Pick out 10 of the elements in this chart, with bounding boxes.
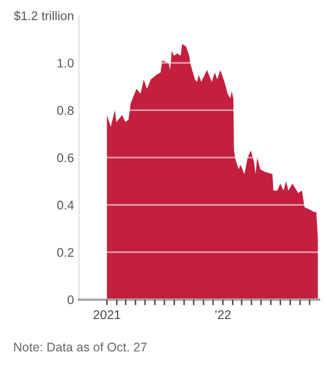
y-tick-label: 0.8: [57, 106, 74, 115]
y-tick-label: 0.4: [57, 200, 74, 210]
y-tick-label: 0.6: [57, 153, 74, 162]
x-tick-label: 2021: [94, 310, 120, 320]
text: Note: Data as of Oct. 27: [14, 342, 147, 352]
x-tick-label: ’22: [215, 310, 231, 320]
y-tick-label: 0: [68, 295, 74, 304]
y-tick-label: 1.0: [58, 58, 74, 68]
y-tick-label: 0.2: [57, 248, 74, 257]
y-tick-label: $1.2 trillion: [14, 10, 74, 21]
